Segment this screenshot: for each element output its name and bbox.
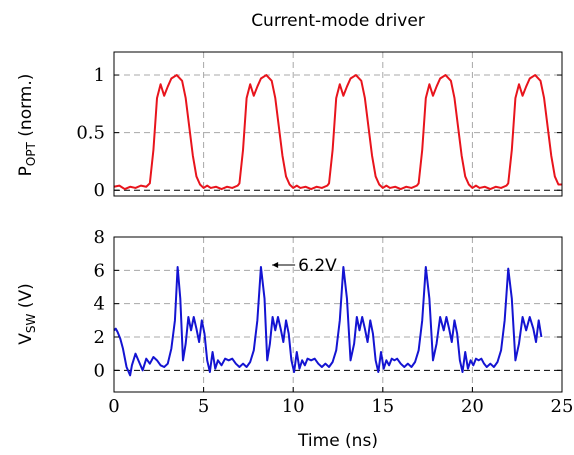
peak-annotation: 6.2V <box>272 256 337 276</box>
y-tick-label: 8 <box>94 227 105 248</box>
y-axis-label-top: POPT (norm.) <box>16 74 38 177</box>
x-tick-label: 10 <box>282 396 305 417</box>
chart-title: Current-mode driver <box>251 11 425 31</box>
y-tick-label: 0.5 <box>76 123 105 144</box>
series-vsw <box>113 266 543 377</box>
optical-power-panel: Current-mode driver 00.51 POPT (norm.) <box>16 11 563 201</box>
plot-frame-top <box>113 51 563 197</box>
x-tick-label: 5 <box>198 396 209 417</box>
x-tick-label: 0 <box>108 396 119 417</box>
x-ticks-bottom: 0 5 10 15 20 25 <box>108 387 573 417</box>
y-axis-label-bottom: VSW (V) <box>16 283 38 344</box>
series-popt <box>113 74 562 191</box>
x-axis-label: Time (ns) <box>297 431 378 451</box>
x-tick-label: 15 <box>371 396 394 417</box>
y-tick-label: 6 <box>94 260 105 281</box>
y-tick-label: 0 <box>94 180 105 201</box>
grid-bottom <box>114 237 562 392</box>
y-tick-label: 0 <box>94 360 105 381</box>
x-tick-label: 20 <box>461 396 484 417</box>
y-tick-label: 2 <box>94 327 105 348</box>
plot-frame-bottom <box>113 236 563 393</box>
series-line <box>113 74 562 191</box>
y-ticks-top: 00.51 <box>76 65 562 201</box>
y-tick-label: 4 <box>94 294 105 315</box>
series-line <box>113 266 543 377</box>
switch-voltage-panel: 0 2 4 6 8 0 5 10 15 20 25 VSW (V) Time (ns) 6.2V <box>16 227 573 451</box>
y-tick-label: 1 <box>94 65 105 86</box>
annotation-arrowhead <box>272 262 279 268</box>
annotation-label: 6.2V <box>298 256 337 276</box>
y-ticks-bottom: 0 2 4 6 8 <box>94 227 562 381</box>
x-tick-label: 25 <box>551 396 574 417</box>
grid-top <box>114 52 562 196</box>
